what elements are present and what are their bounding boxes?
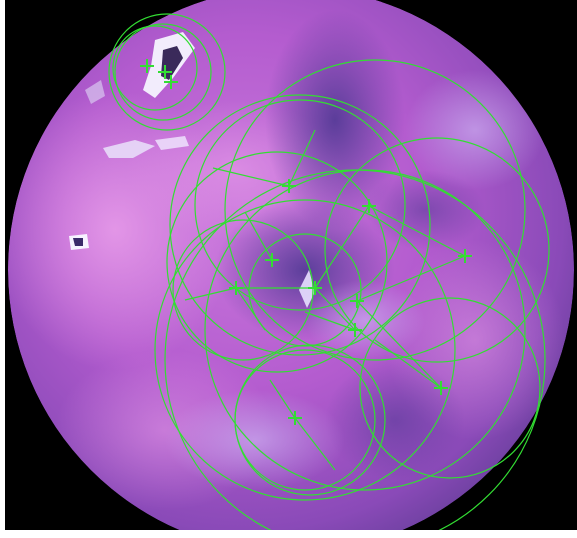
detection-circle (114, 23, 212, 121)
orientation-line (244, 211, 273, 261)
detection-circle (112, 25, 198, 111)
detection-circle (108, 13, 226, 131)
detection-circle (324, 137, 550, 363)
fundus-image-with-overlay (5, 0, 577, 530)
specular-highlights (69, 32, 315, 308)
orientation-line (356, 300, 442, 389)
orientation-line (294, 417, 336, 471)
plus-marker-icon (164, 75, 178, 89)
orientation-line (235, 287, 266, 331)
plus-marker-icon (362, 199, 376, 213)
plus-marker-icon (348, 323, 362, 337)
plus-marker-icon (282, 179, 296, 193)
plus-marker-icon (158, 65, 172, 79)
plus-marker-icon (308, 281, 322, 295)
orientation-line (314, 205, 370, 289)
detection-circle (248, 233, 362, 347)
plus-marker-icon (229, 281, 243, 295)
plus-marker-icon (458, 249, 472, 263)
plus-marker-icon (434, 381, 448, 395)
detection-circle (172, 219, 314, 361)
detection-circle (204, 169, 526, 491)
tissue-disk (8, 0, 574, 530)
orientation-line (184, 287, 237, 301)
detection-circle (359, 297, 541, 479)
orientation-line (314, 287, 356, 331)
orientation-line (304, 311, 356, 331)
orientation-line (356, 255, 466, 302)
orientation-line (269, 379, 296, 419)
detection-circle (234, 349, 376, 491)
plus-marker-icon (265, 253, 279, 267)
detection-circle (154, 199, 456, 501)
plus-marker-icon (140, 59, 154, 73)
orientation-line (374, 339, 442, 389)
detection-circle (166, 151, 388, 373)
plus-marker-icon (350, 294, 364, 308)
detection-circle (169, 94, 431, 356)
orientation-line (212, 167, 290, 187)
orientation-line (288, 129, 316, 187)
detection-overlay (108, 13, 550, 530)
detection-circle (194, 99, 406, 311)
orientation-line (368, 205, 466, 257)
plus-marker-icon (288, 411, 302, 425)
detection-circle (224, 59, 526, 361)
